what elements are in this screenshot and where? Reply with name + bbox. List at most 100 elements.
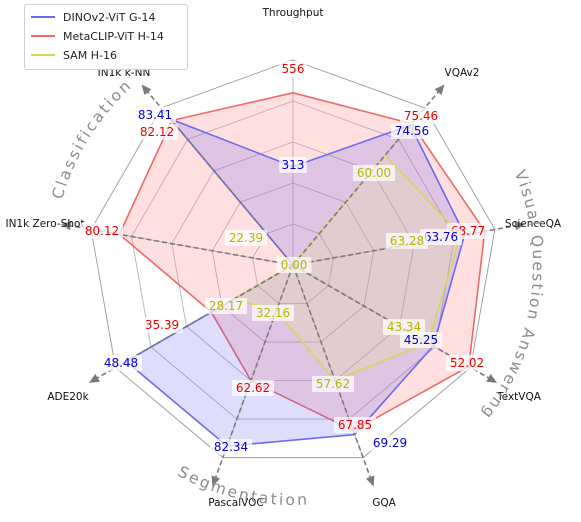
legend-swatch-sam	[31, 54, 55, 56]
value-label-bg	[252, 305, 294, 321]
value-label-text: 45.25	[404, 333, 438, 347]
value-label-text: 52.02	[450, 356, 484, 370]
value-label-text: 35.39	[145, 318, 179, 332]
axis-label-in1k-k-nn: IN1k k-NN	[98, 67, 151, 79]
value-label-dinov2-vit-g-14-textvqa: 45.25	[400, 332, 442, 348]
value-label-text: 43.34	[387, 320, 421, 334]
value-label-bg	[134, 107, 176, 123]
legend-swatch-dinov2	[31, 16, 55, 18]
value-label-sam-h-16-pascalvoc: 32.16	[252, 305, 294, 321]
value-label-text: 57.62	[316, 377, 350, 391]
axis-label-in1k-zero-shot: IN1k Zero-Shot	[5, 218, 84, 230]
group-label-path: Segmentation	[175, 463, 307, 509]
value-label-bg	[334, 417, 376, 433]
value-label-bg	[420, 229, 462, 245]
value-label-metaclip-vit-h-14-in1k-zero-shot: 80.12	[81, 223, 123, 239]
axis-arrow-pascalvoc	[211, 475, 221, 487]
legend-item-metaclip: MetaCLIP-ViT H-14	[31, 27, 164, 45]
value-labels: 55631375.4674.5660.0068.7763.7663.2852.0…	[81, 61, 489, 455]
group-label-path: Visual Question Answering	[477, 167, 545, 423]
value-label-bg	[391, 123, 433, 139]
value-label-text: 63.76	[424, 230, 458, 244]
value-label-bg	[383, 319, 425, 335]
value-label-sam-h-16-in1k-zero-shot: 22.39	[225, 230, 267, 246]
value-label-metaclip-vit-h-14-textvqa: 52.02	[446, 355, 488, 371]
value-label-text: 28.17	[209, 299, 243, 313]
value-label-bg	[141, 317, 183, 333]
axis-label-scienceqa: ScienceQA	[505, 218, 562, 230]
value-label-sam-h-16-in1k-k-nn: 0.00	[276, 257, 312, 273]
value-label-text: 67.85	[338, 418, 372, 432]
grid-ring-4	[131, 100, 455, 420]
legend-label-dinov2: DINOv2-ViT G-14	[63, 10, 156, 24]
value-label-bg	[446, 355, 488, 371]
value-label-bg	[312, 376, 354, 392]
value-label-bg	[400, 332, 442, 348]
grid-ring-5	[90, 59, 496, 459]
axis-labels: Throughput VQAv2 ScienceQA TextVQA GQA Pascal…	[5, 7, 561, 509]
axis-arrow-in1k-zero-shot	[60, 221, 72, 231]
value-label-dinov2-vit-g-14-vqav2: 74.56	[391, 123, 433, 139]
axis-arrow-in1k-k-nn	[141, 84, 152, 96]
value-label-text: 75.46	[404, 109, 438, 123]
value-label-text: 22.39	[229, 231, 263, 245]
value-label-text: 74.56	[395, 124, 429, 138]
value-label-sam-h-16-gqa: 57.62	[312, 376, 354, 392]
axis-arrow-scienceqa	[514, 221, 526, 231]
value-label-bg	[276, 257, 312, 273]
value-label-text: 62.62	[236, 381, 270, 395]
group-label-path: Classification	[49, 76, 134, 202]
value-label-dinov2-vit-g-14-scienceqa: 63.76	[420, 229, 462, 245]
value-label-bg	[400, 108, 442, 124]
value-label-text: 82.34	[214, 440, 248, 454]
value-label-text: 63.28	[390, 234, 424, 248]
axis-label-ade20k: ADE20k	[47, 391, 89, 403]
axis-arrow-textvqa	[486, 373, 498, 383]
value-label-text: 60.00	[357, 166, 391, 180]
value-label-text: 313	[282, 158, 305, 172]
value-label-metaclip-vit-h-14-pascalvoc: 62.62	[232, 380, 274, 396]
axis-label-gqa: GQA	[372, 497, 396, 509]
legend-item-dinov2: DINOv2-ViT G-14	[31, 8, 155, 26]
value-label-sam-h-16-vqav2: 60.00	[353, 165, 395, 181]
value-label-dinov2-vit-g-14-in1k-k-nn: 83.41	[134, 107, 176, 123]
axis-label-pascalvoc: PascalVOC	[208, 497, 263, 509]
axis-label-vqav2: VQAv2	[445, 67, 480, 79]
legend: DINOv2-ViT G-14 MetaCLIP-ViT H-14 SAM H-…	[24, 4, 188, 70]
value-label-dinov2-vit-g-14-ade20k: 48.48	[100, 355, 142, 371]
value-label-bg	[225, 230, 267, 246]
grid-ring-2	[211, 182, 375, 343]
value-label-bg	[136, 124, 178, 140]
value-label-dinov2-vit-g-14-pascalvoc: 82.34	[210, 439, 252, 455]
legend-swatch-metaclip	[31, 35, 55, 37]
value-label-bg	[210, 439, 252, 455]
value-label-bg	[386, 233, 428, 249]
value-label-dinov2-vit-g-14-throughput: 313	[279, 157, 307, 173]
value-label-bg	[81, 223, 123, 239]
value-label-bg	[232, 380, 274, 396]
value-label-sam-h-16-textvqa: 43.34	[383, 319, 425, 335]
value-label-bg	[353, 165, 395, 181]
axis-label-textvqa: TextVQA	[496, 391, 542, 403]
value-label-text: 69.29	[373, 436, 407, 450]
group-label-segmentation: Segmentation	[175, 463, 310, 509]
value-label-bg	[205, 298, 247, 314]
axis-label-throughput: Throughput	[262, 7, 324, 19]
value-label-text: 80.12	[85, 224, 119, 238]
legend-label-metaclip: MetaCLIP-ViT H-14	[63, 29, 164, 43]
value-label-text: 556	[282, 62, 305, 76]
value-label-sam-h-16-scienceqa: 63.28	[386, 233, 428, 249]
value-label-metaclip-vit-h-14-vqav2: 75.46	[400, 108, 442, 124]
value-label-text: 48.48	[104, 356, 138, 370]
grid-ring-3	[171, 141, 415, 382]
legend-label-sam: SAM H-16	[63, 48, 117, 62]
value-label-bg	[369, 435, 411, 451]
value-label-dinov2-vit-g-14-gqa: 69.29	[369, 435, 411, 451]
series-area-dinov2-vit-g-14	[125, 118, 466, 447]
value-label-bg	[279, 61, 307, 77]
group-label-visual-question-answering: Visual Question Answering	[477, 167, 547, 423]
value-label-bg	[279, 157, 307, 173]
value-label-bg	[100, 355, 142, 371]
legend-item-sam: SAM H-16	[31, 46, 117, 64]
